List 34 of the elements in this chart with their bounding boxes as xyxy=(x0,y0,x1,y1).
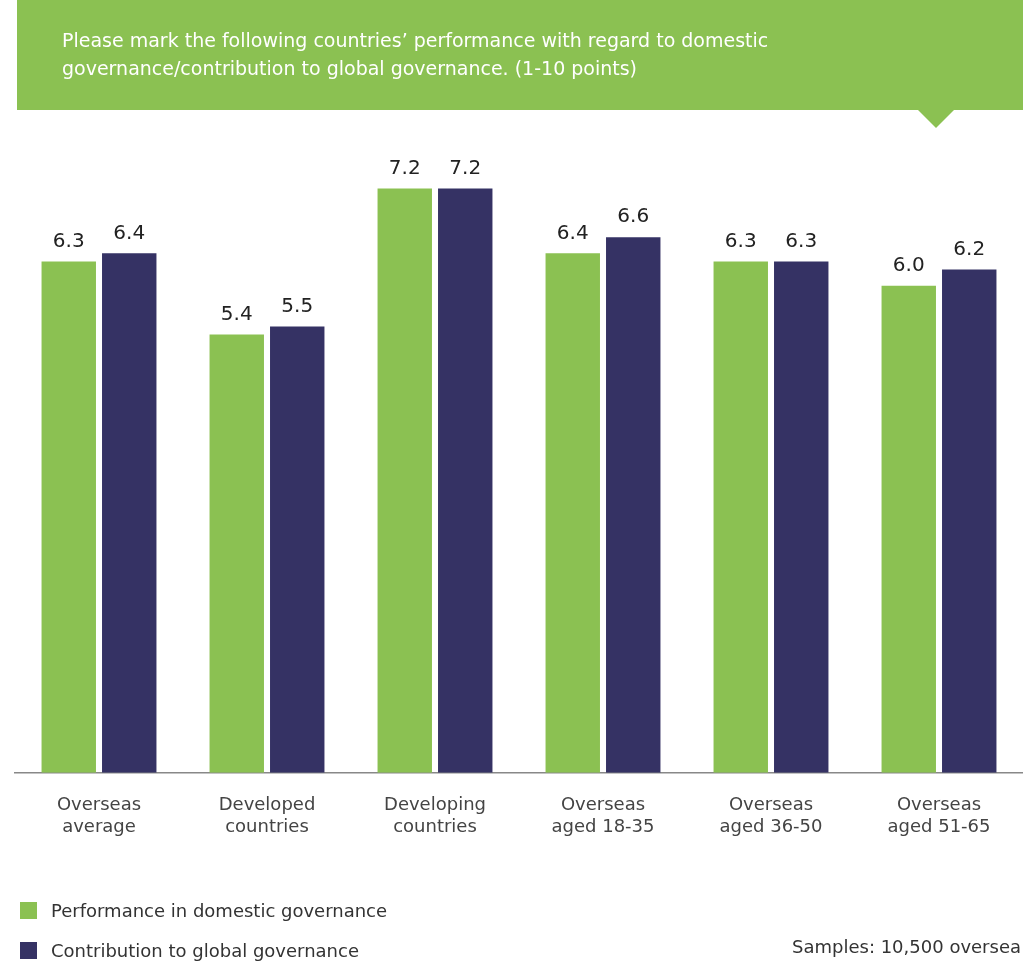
x-tick-label: Overseas average xyxy=(56,793,142,836)
data-label: 6.3 xyxy=(785,227,818,252)
x-tick-label: Developing countries xyxy=(384,793,486,836)
bar xyxy=(881,285,936,773)
data-label: 6.6 xyxy=(617,203,650,228)
legend-label: Performance in domestic governance xyxy=(51,899,388,921)
data-label: 6.4 xyxy=(556,219,589,244)
data-label: 5.4 xyxy=(220,300,253,325)
bar xyxy=(270,326,325,773)
bar xyxy=(774,261,829,773)
bar xyxy=(41,261,96,773)
data-label: 6.3 xyxy=(724,227,757,252)
x-tick-label: Overseas aged 51-65 xyxy=(887,793,991,836)
data-label: 6.2 xyxy=(953,235,986,260)
x-tick-label: Developed countries xyxy=(218,793,316,836)
bar xyxy=(713,261,768,773)
legend-label: Contribution to global governance xyxy=(51,939,359,961)
chart-title: Please mark the following countries’ performance with regard to domestic governance/contribution to global governance. (1-10 points) xyxy=(17,0,1023,110)
data-label: 5.5 xyxy=(281,292,314,317)
bar xyxy=(102,253,157,773)
data-label: 7.2 xyxy=(388,154,421,179)
x-tick-label: Overseas aged 18-35 xyxy=(551,793,655,836)
text: Samples: 10,500 oversea xyxy=(792,936,1021,957)
bar xyxy=(942,269,997,773)
bar xyxy=(606,237,661,773)
bar xyxy=(209,334,264,773)
bar xyxy=(377,188,432,773)
data-label: 6.3 xyxy=(52,227,85,252)
data-label: 6.0 xyxy=(892,252,925,277)
bar xyxy=(545,253,600,773)
data-label: 6.4 xyxy=(113,219,146,244)
bar xyxy=(438,188,493,773)
data-label: 7.2 xyxy=(449,154,482,179)
x-tick-label: Overseas aged 36-50 xyxy=(719,793,823,836)
